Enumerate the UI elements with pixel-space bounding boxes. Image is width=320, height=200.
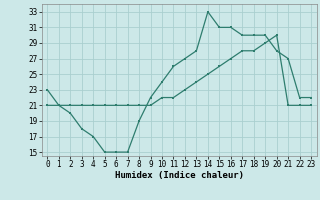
X-axis label: Humidex (Indice chaleur): Humidex (Indice chaleur): [115, 171, 244, 180]
